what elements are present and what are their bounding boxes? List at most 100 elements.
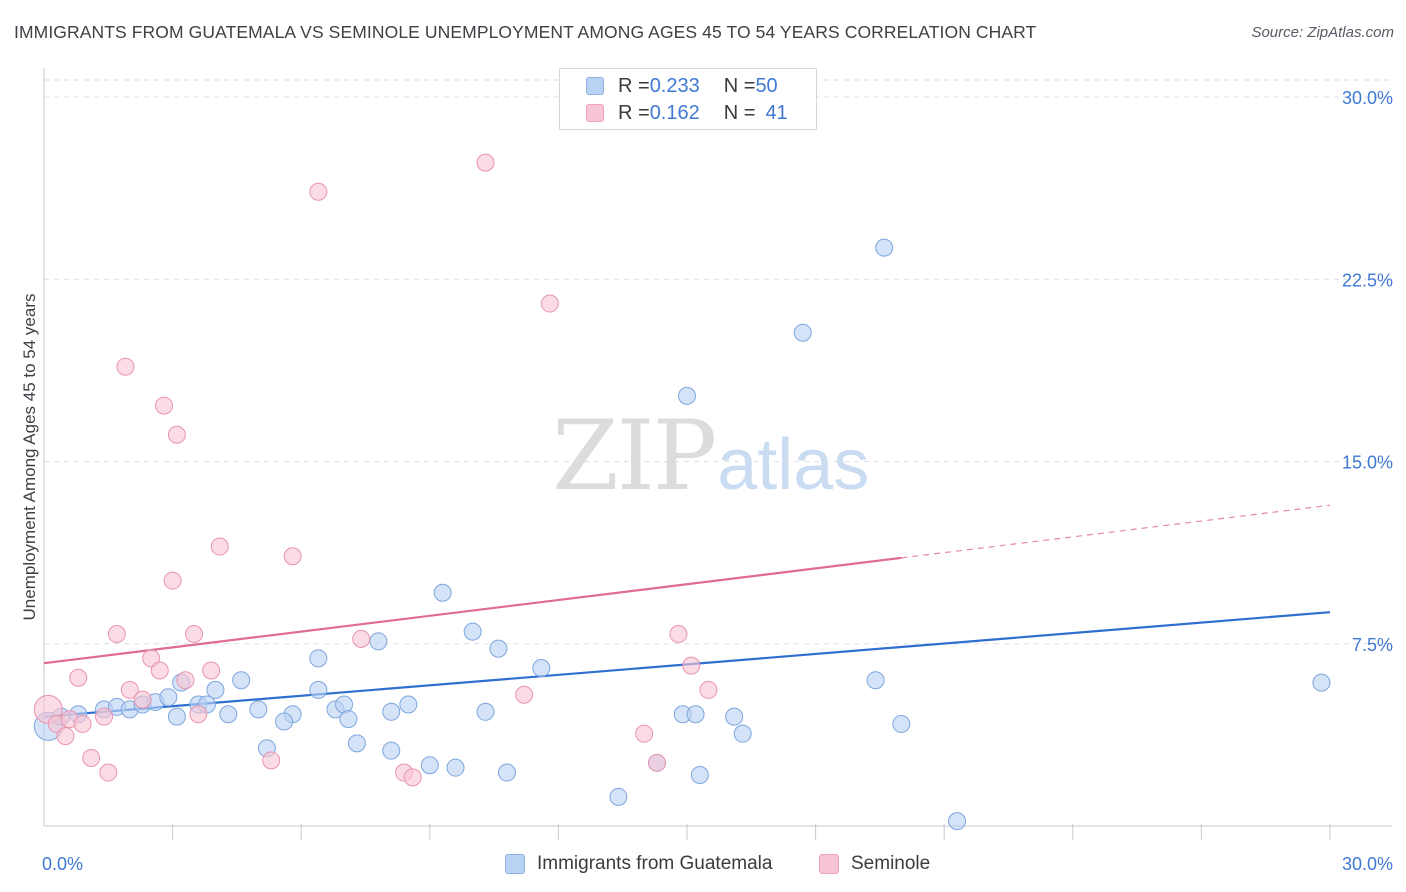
y-tick-label: 30.0% <box>1342 88 1393 108</box>
seminole-point <box>669 625 688 644</box>
grid-layer <box>44 79 1392 645</box>
point-layer <box>33 153 1331 831</box>
y-tick-label: 22.5% <box>1342 270 1393 290</box>
seminole-point <box>515 685 534 704</box>
seminole-point <box>540 294 559 313</box>
y-tick-label: 15.0% <box>1342 453 1393 473</box>
guatemala-point <box>167 707 186 726</box>
guatemala-point <box>793 323 812 342</box>
seminole-point <box>476 153 495 172</box>
legend-r-value: 0.162 <box>649 101 700 124</box>
guatemala-point <box>382 741 401 760</box>
bottom-legend-swatch-guatemala <box>505 854 525 874</box>
guatemala-point <box>382 702 401 721</box>
guatemala-point <box>686 705 705 724</box>
legend-row-guatemala: R = 0.233 N = 50 <box>586 73 778 99</box>
legend-swatch-guatemala <box>586 77 604 95</box>
bottom-legend-label-seminole: Seminole <box>851 853 931 874</box>
chart-title: IMMIGRANTS FROM GUATEMALA VS SEMINOLE UN… <box>14 22 1037 42</box>
y-tick-label: 7.5% <box>1352 635 1393 655</box>
bottom-legend-guatemala: Immigrants from Guatemala <box>505 852 772 876</box>
seminole-point <box>82 748 101 767</box>
seminole-point <box>116 357 135 376</box>
guatemala-point <box>275 712 294 731</box>
seminole-point <box>647 753 666 772</box>
seminole-point <box>150 661 169 680</box>
seminole-point <box>176 671 195 690</box>
guatemala-point <box>399 695 418 714</box>
seminole-point <box>309 182 328 201</box>
seminole-point <box>120 680 139 699</box>
guatemala-point <box>249 700 268 719</box>
guatemala-point <box>219 705 238 724</box>
guatemala-point <box>446 758 465 777</box>
guatemala-point <box>433 583 452 602</box>
bottom-legend-swatch-seminole <box>819 854 839 874</box>
trend-line-extrapolated <box>901 504 1331 559</box>
guatemala-point <box>476 702 495 721</box>
guatemala-point <box>489 639 508 658</box>
seminole-point <box>155 396 174 415</box>
guatemala-point <box>206 680 225 699</box>
seminole-point <box>95 707 114 726</box>
seminole-point <box>133 690 152 709</box>
seminole-point <box>635 724 654 743</box>
guatemala-point <box>609 787 628 806</box>
guatemala-point <box>892 714 911 733</box>
guatemala-point <box>866 671 885 690</box>
guatemala-point <box>309 649 328 668</box>
seminole-point <box>202 661 221 680</box>
chart-source: Source: ZipAtlas.com <box>1251 24 1394 41</box>
legend-n-value: 50 <box>755 74 778 97</box>
guatemala-point <box>159 688 178 707</box>
seminole-point <box>262 751 281 770</box>
guatemala-point <box>875 238 894 257</box>
seminole-point <box>56 727 75 746</box>
seminole-point <box>167 425 186 444</box>
guatemala-point <box>339 710 358 729</box>
seminole-point <box>185 625 204 644</box>
legend-r-value: 0.233 <box>649 74 700 97</box>
seminole-point <box>107 625 126 644</box>
guatemala-point <box>463 622 482 641</box>
seminole-point <box>142 649 161 668</box>
guatemala-point <box>678 386 696 405</box>
guatemala-point <box>309 680 328 699</box>
seminole-point <box>699 680 718 699</box>
trend-line <box>43 556 902 665</box>
guatemala-point <box>725 707 744 726</box>
guatemala-point <box>497 763 516 782</box>
guatemala-point <box>347 734 366 753</box>
seminole-point <box>69 668 88 687</box>
legend-swatch-seminole <box>586 104 604 122</box>
seminole-point <box>403 768 422 787</box>
guatemala-point <box>948 812 967 831</box>
guatemala-point <box>733 724 752 743</box>
seminole-point <box>73 714 92 733</box>
seminole-point <box>99 763 118 782</box>
guatemala-point <box>420 756 439 775</box>
axis-layer <box>43 68 1392 840</box>
seminole-point <box>283 547 302 566</box>
guatemala-point <box>532 659 551 678</box>
x-tick-label: 30.0% <box>1342 854 1393 874</box>
legend-n-value: 41 <box>765 101 788 124</box>
seminole-point <box>210 537 229 556</box>
legend-n-label: N = <box>723 101 756 124</box>
guatemala-point <box>690 765 709 784</box>
legend-row-seminole: R = 0.162 N = 41 <box>586 100 788 126</box>
seminole-point <box>189 705 208 724</box>
guatemala-point <box>1312 673 1331 692</box>
seminole-point <box>352 629 371 648</box>
tick-label-layer: 7.5% 15.0% 22.5% 30.0% 0.0% 30.0% <box>42 88 1393 874</box>
seminole-point <box>163 571 182 590</box>
legend-n-label: N = <box>723 74 756 97</box>
seminole-point <box>682 656 701 675</box>
correlation-legend: R = 0.233 N = 50 R = 0.162 N = 41 <box>559 68 817 130</box>
bottom-legend-label-guatemala: Immigrants from Guatemala <box>537 853 773 874</box>
guatemala-point <box>369 632 388 651</box>
bottom-legend-seminole: Seminole <box>819 852 930 876</box>
guatemala-point <box>232 671 251 690</box>
legend-r-label: R = <box>618 74 650 97</box>
